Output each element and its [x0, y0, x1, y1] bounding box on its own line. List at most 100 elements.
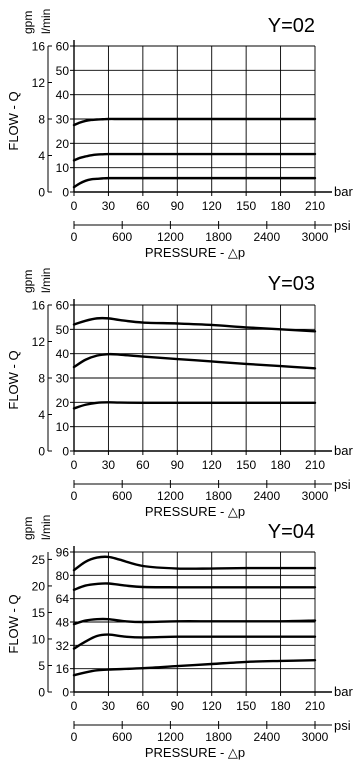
gpm-tick-label: 8: [38, 113, 45, 127]
bar-tick-label: 150: [236, 199, 256, 213]
bar-tick-label: 210: [305, 199, 325, 213]
y-axis-title: FLOW - Q: [6, 91, 21, 150]
lmin-tick-label: 0: [62, 445, 69, 459]
flow-curve-3: [72, 117, 317, 127]
flow-curve-2: [72, 152, 317, 162]
bar-tick-label: 210: [305, 699, 325, 713]
bar-tick-label: 30: [102, 199, 116, 213]
psi-tick-label: 0: [71, 230, 78, 244]
psi-tick-label: 2400: [253, 489, 280, 503]
psi-tick-label: 3000: [302, 489, 329, 503]
bar-tick-label: 180: [271, 699, 291, 713]
lmin-unit-label-wrap: l/min: [39, 515, 53, 540]
lmin-tick-label: 10: [56, 161, 70, 175]
bar-tick-label: 60: [136, 199, 150, 213]
lmin-tick-label: 60: [56, 299, 70, 313]
x-axis-title: PRESSURE - △p: [145, 504, 245, 519]
bar-tick-label: 210: [305, 458, 325, 472]
lmin-tick-label: 30: [56, 113, 70, 127]
lmin-unit-label: l/min: [39, 515, 53, 540]
chart-3: Y=04 gpm l/min FLOW - Q 0 16 32 48 64 80 96 0 5 10 15 2…: [6, 515, 353, 760]
lmin-tick-label: 30: [56, 372, 70, 386]
lmin-tick-label: 60: [56, 40, 70, 54]
chart-title: Y=04: [268, 521, 315, 543]
y-axis-title: FLOW - Q: [6, 350, 21, 409]
x-axis-title: PRESSURE - △p: [145, 245, 245, 260]
bar-tick-label: 150: [236, 458, 256, 472]
y-title-wrap: FLOW - Q: [6, 350, 21, 409]
bar-tick-label: 0: [71, 458, 78, 472]
lmin-tick-label: 50: [56, 323, 70, 337]
flow-curve-2: [72, 352, 317, 370]
bar-tick-label: 120: [202, 699, 222, 713]
lmin-tick-label: 10: [56, 420, 70, 434]
bar-unit-label: bar: [334, 684, 353, 699]
bar-tick-label: 0: [71, 699, 78, 713]
flow-curve-3: [72, 617, 317, 626]
gpm-tick-label: 16: [32, 299, 46, 313]
gpm-tick-label: 16: [32, 40, 46, 54]
gpm-tick-label: 25: [32, 553, 46, 567]
psi-tick-label: 600: [112, 230, 132, 244]
lmin-tick-label: 20: [56, 137, 70, 151]
gpm-unit-label-wrap: gpm: [21, 517, 35, 540]
bar-tick-label: 60: [136, 458, 150, 472]
gpm-tick-label: 4: [38, 149, 45, 163]
gpm-tick-label: 8: [38, 372, 45, 386]
lmin-unit-label: l/min: [39, 9, 53, 34]
chart-title: Y=03: [268, 273, 315, 295]
gpm-unit-label: gpm: [21, 11, 35, 34]
bar-tick-label: 0: [71, 199, 78, 213]
bar-tick-label: 90: [171, 199, 185, 213]
gpm-tick-label: 5: [38, 659, 45, 673]
gpm-tick-label: 0: [38, 686, 45, 700]
flow-curve-5: [72, 555, 317, 572]
gpm-tick-label: 12: [32, 76, 46, 90]
psi-tick-label: 0: [71, 489, 78, 503]
lmin-tick-label: 0: [62, 186, 69, 200]
psi-tick-label: 1200: [157, 489, 184, 503]
psi-tick-label: 600: [112, 730, 132, 744]
x-axis-title: PRESSURE - △p: [145, 745, 245, 760]
bar-unit-label: bar: [334, 443, 353, 458]
flow-curve-1: [72, 401, 317, 410]
lmin-tick-label: 0: [62, 686, 69, 700]
y-axis-title: FLOW - Q: [6, 594, 21, 653]
lmin-tick-label: 40: [56, 347, 70, 361]
psi-tick-label: 1800: [205, 489, 232, 503]
psi-tick-label: 600: [112, 489, 132, 503]
gpm-tick-label: 12: [32, 335, 46, 349]
flow-curve-1: [72, 659, 317, 677]
gpm-tick-label: 0: [38, 445, 45, 459]
bar-tick-label: 90: [171, 458, 185, 472]
gpm-tick-label: 20: [32, 579, 46, 593]
lmin-tick-label: 40: [56, 88, 70, 102]
psi-tick-label: 2400: [253, 230, 280, 244]
gpm-unit-label-wrap: gpm: [21, 11, 35, 34]
lmin-tick-label: 80: [56, 569, 70, 583]
lmin-tick-label: 50: [56, 64, 70, 78]
bar-tick-label: 30: [102, 458, 116, 472]
gpm-unit-label: gpm: [21, 517, 35, 540]
bar-tick-label: 180: [271, 458, 291, 472]
bar-tick-label: 60: [136, 699, 150, 713]
gpm-unit-label-wrap: gpm: [21, 270, 35, 293]
lmin-tick-label: 48: [56, 616, 70, 630]
y-title-wrap: FLOW - Q: [6, 594, 21, 653]
psi-unit-label: psi: [334, 477, 351, 492]
psi-unit-label: psi: [334, 218, 351, 233]
bar-tick-label: 90: [171, 699, 185, 713]
flow-curve-3: [72, 316, 317, 333]
flow-curve-4: [72, 582, 317, 591]
psi-tick-label: 1200: [157, 730, 184, 744]
gpm-tick-label: 4: [38, 408, 45, 422]
lmin-unit-label-wrap: l/min: [39, 268, 53, 293]
lmin-tick-label: 16: [56, 662, 70, 676]
psi-tick-label: 3000: [302, 730, 329, 744]
psi-tick-label: 1800: [205, 730, 232, 744]
y-title-wrap: FLOW - Q: [6, 91, 21, 150]
lmin-unit-label-wrap: l/min: [39, 9, 53, 34]
